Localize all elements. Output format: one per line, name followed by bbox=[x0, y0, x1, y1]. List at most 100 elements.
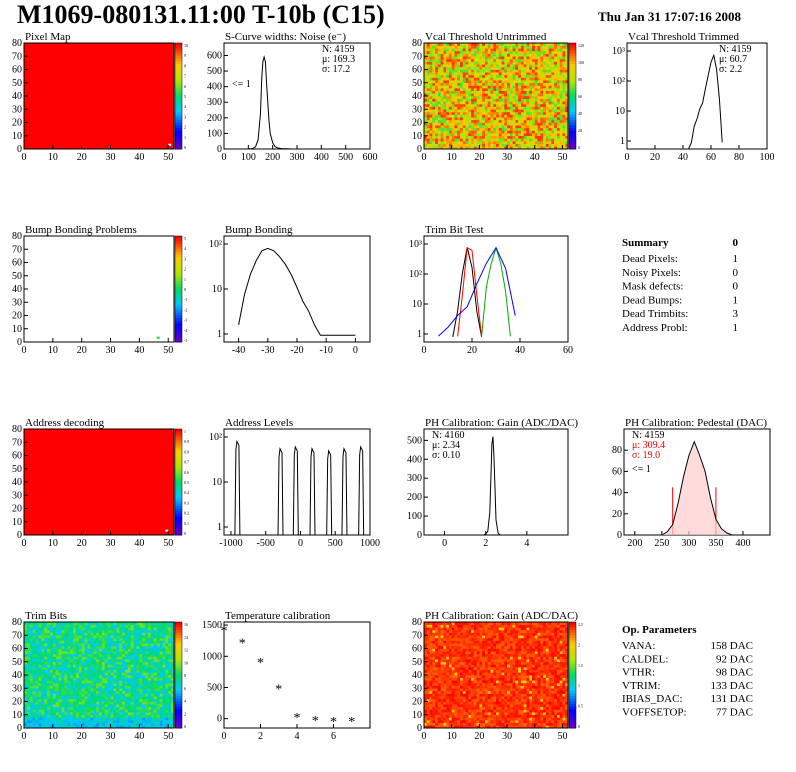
heatmap-cell bbox=[145, 714, 149, 718]
heatmap-cell bbox=[78, 717, 82, 721]
palette-cell bbox=[175, 479, 182, 483]
heatmap-cell bbox=[99, 637, 103, 641]
heatmap-cell bbox=[159, 698, 163, 702]
heatmap-cell bbox=[124, 696, 129, 700]
heatmap-cell bbox=[145, 722, 149, 726]
heatmap-cell bbox=[429, 93, 433, 97]
heatmap-cell bbox=[52, 722, 57, 726]
palette-cell bbox=[175, 527, 182, 531]
stat-line: σ: 0.10 bbox=[432, 450, 460, 461]
heatmap-cell bbox=[540, 135, 544, 139]
heatmap-cell bbox=[523, 111, 527, 115]
heatmap-cell bbox=[136, 637, 140, 641]
heatmap-cell bbox=[41, 645, 45, 649]
palette-label: -1 bbox=[184, 297, 187, 302]
x-tick-label: 20 bbox=[77, 731, 87, 742]
heatmap-cell bbox=[432, 72, 436, 76]
heatmap-cell bbox=[498, 111, 502, 115]
y-tick-label: 40 bbox=[12, 284, 22, 295]
heatmap-cell bbox=[457, 111, 461, 115]
heatmap-cell bbox=[99, 635, 103, 639]
heatmap-cell bbox=[162, 720, 166, 723]
heatmap-cell bbox=[507, 117, 511, 121]
heatmap-cell bbox=[130, 651, 134, 655]
heatmap-cell bbox=[462, 135, 466, 139]
heatmap-cell bbox=[130, 725, 134, 729]
heatmap-cell bbox=[457, 93, 461, 97]
heatmap-cell bbox=[443, 74, 447, 78]
heatmap-cell bbox=[58, 709, 62, 713]
heatmap-mark bbox=[165, 529, 169, 532]
y-tick-label: 10² bbox=[209, 239, 222, 250]
heatmap-cell bbox=[107, 629, 111, 633]
heatmap-cell bbox=[465, 125, 469, 129]
heatmap-cell bbox=[518, 88, 522, 91]
heatmap-cell bbox=[104, 690, 108, 694]
heatmap-cell bbox=[122, 704, 126, 708]
heatmap-cell bbox=[532, 64, 536, 68]
heatmap-cell bbox=[52, 706, 57, 710]
heatmap-cell bbox=[87, 685, 91, 689]
heatmap-cell bbox=[562, 93, 566, 97]
heatmap-cell bbox=[490, 725, 494, 729]
palette-cell bbox=[175, 138, 182, 142]
heatmap-cell bbox=[548, 119, 552, 123]
heatmap-cell bbox=[498, 98, 502, 102]
heatmap-cell bbox=[70, 672, 74, 676]
heatmap-cell bbox=[159, 659, 163, 663]
heatmap-cell bbox=[559, 117, 563, 121]
heatmap-cell bbox=[498, 725, 502, 729]
heatmap-cell bbox=[446, 77, 450, 81]
heatmap-cell bbox=[75, 682, 80, 686]
heatmap-cell bbox=[73, 685, 77, 689]
heatmap-cell bbox=[440, 96, 444, 99]
heatmap-cell bbox=[465, 72, 469, 76]
heatmap-cell bbox=[81, 696, 85, 700]
heatmap-cell bbox=[107, 664, 111, 668]
heatmap-cell bbox=[498, 77, 502, 81]
heatmap-cell bbox=[29, 635, 33, 639]
heatmap-cell bbox=[26, 627, 31, 631]
heatmap-cell bbox=[426, 143, 430, 147]
heatmap-cell bbox=[159, 722, 163, 726]
heatmap-cell bbox=[559, 53, 563, 57]
heatmap-cell bbox=[532, 122, 536, 126]
heatmap-cell bbox=[49, 648, 54, 652]
heatmap-cell bbox=[556, 77, 560, 81]
heatmap-cell bbox=[529, 98, 533, 102]
heatmap-cell bbox=[484, 53, 488, 57]
heatmap-cell bbox=[437, 135, 441, 139]
heatmap-cell bbox=[465, 93, 469, 97]
heatmap-cell bbox=[440, 146, 444, 150]
palette-cell bbox=[175, 304, 182, 309]
heatmap-cell bbox=[515, 127, 519, 131]
heatmap-cell bbox=[84, 640, 88, 644]
heatmap-cell bbox=[73, 698, 77, 702]
palette-label: 0 bbox=[184, 724, 186, 729]
heatmap-cell bbox=[554, 146, 558, 150]
x-tick-label: 60 bbox=[563, 345, 573, 356]
heatmap-cell bbox=[26, 632, 31, 636]
heatmap-cell bbox=[518, 103, 522, 107]
heatmap-cell bbox=[104, 709, 108, 713]
palette-cell bbox=[569, 93, 576, 97]
heatmap-cell bbox=[130, 693, 134, 697]
heatmap-cell bbox=[119, 667, 123, 670]
heatmap-cell bbox=[526, 48, 530, 52]
heatmap-cell bbox=[116, 656, 120, 660]
heatmap-cell bbox=[29, 682, 33, 686]
heatmap-cell bbox=[104, 725, 108, 729]
heatmap-cell bbox=[148, 651, 152, 655]
heatmap-cell bbox=[35, 629, 39, 633]
heatmap-cell bbox=[504, 53, 508, 57]
heatmap-cell bbox=[554, 122, 558, 126]
y-tick-label: 10 bbox=[615, 106, 625, 117]
palette-label: 80 bbox=[578, 77, 582, 82]
heatmap-cell bbox=[504, 56, 508, 60]
heatmap-cell bbox=[171, 664, 175, 668]
heatmap-cell bbox=[139, 682, 143, 686]
heatmap-cell bbox=[47, 688, 51, 692]
heatmap-cell bbox=[493, 85, 497, 89]
heatmap-cell bbox=[35, 622, 39, 625]
heatmap-cell bbox=[471, 85, 475, 89]
